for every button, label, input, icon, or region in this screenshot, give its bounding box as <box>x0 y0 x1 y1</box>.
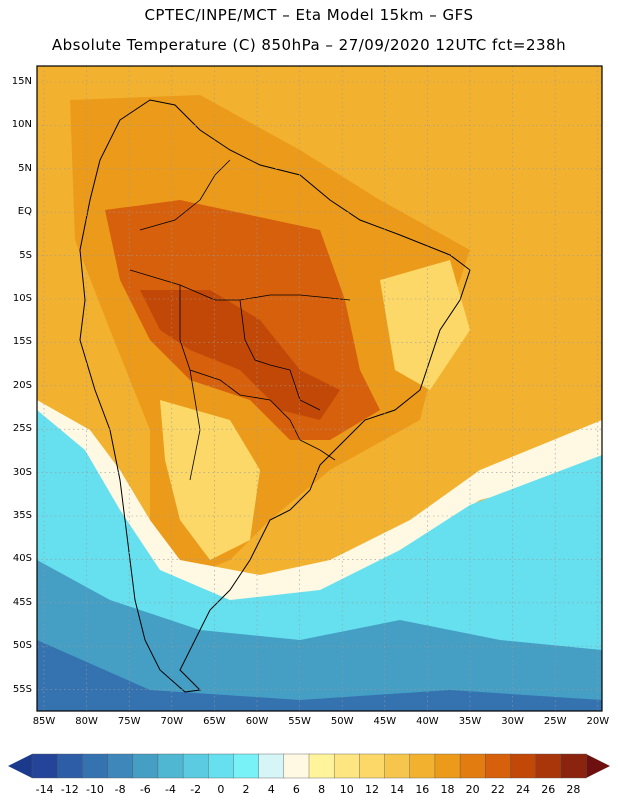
colorbar-label: 20 <box>465 783 480 796</box>
lon-label-50w: 50W <box>330 716 354 727</box>
coastline <box>79 99 471 693</box>
lat-label-10s: 10S <box>12 293 32 304</box>
colorbar-swatch <box>409 753 436 779</box>
lon-label-60w: 60W <box>245 716 269 727</box>
lat-label-35s: 35S <box>12 510 32 521</box>
field-pale-band <box>37 400 602 610</box>
colorbar-swatch <box>359 753 386 779</box>
field-colder-south <box>37 560 602 711</box>
field-cool-east <box>380 260 470 390</box>
colorbar-swatch <box>308 753 335 779</box>
colorbar-label: 0 <box>217 783 225 796</box>
lat-label-30s: 30S <box>12 466 32 478</box>
colorbar-label: 10 <box>339 783 354 796</box>
colorbar-label: -12 <box>60 783 79 796</box>
colorbar-swatch <box>535 753 562 779</box>
colorbar-swatch <box>82 753 109 779</box>
colorbar-swatch <box>485 753 512 779</box>
field-coldest-south <box>37 640 602 711</box>
colorbar-swatch <box>208 753 235 779</box>
lon-label-35w: 35W <box>458 716 482 727</box>
lon-label-20w: 20W <box>586 716 610 727</box>
colorbar-swatch <box>56 753 84 779</box>
colorbar-label: -10 <box>85 783 104 796</box>
colorbar <box>8 753 610 779</box>
lon-label-25w: 25W <box>543 716 567 727</box>
colorbar-low-arrow <box>8 754 32 778</box>
colorbar-swatch <box>31 753 58 779</box>
lat-label-20s: 20S <box>12 379 32 391</box>
colorbar-swatch <box>233 753 260 779</box>
colorbar-label: 18 <box>440 783 455 796</box>
country-borders <box>129 159 351 481</box>
colorbar-label: 22 <box>490 783 505 796</box>
lat-label-10n: 10N <box>11 119 32 131</box>
colorbar-swatch <box>283 753 310 779</box>
lon-label-85w: 85W <box>32 716 56 727</box>
colorbar-label: -6 <box>139 783 151 796</box>
temperature-field <box>37 66 602 711</box>
colorbar-swatch <box>434 753 461 779</box>
colorbar-swatch <box>182 753 209 779</box>
title-line-2: Absolute Temperature (C) 850hPa – 27/09/… <box>51 36 567 54</box>
colorbar-swatch <box>258 753 285 779</box>
lat-label-15s: 15S <box>12 336 32 348</box>
colorbar-high-arrow <box>586 754 610 778</box>
lon-label-40w: 40W <box>416 716 439 727</box>
colorbar-label: 26 <box>541 783 556 796</box>
lon-label-70w: 70W <box>160 716 184 727</box>
lat-label-15n: 15N <box>11 76 32 87</box>
colorbar-swatch <box>333 753 361 779</box>
lat-label-45s: 45S <box>12 596 32 608</box>
colorbar-label: 28 <box>566 783 581 796</box>
lat-label-55s: 55S <box>12 683 32 695</box>
colorbar-label: 2 <box>242 783 250 796</box>
colorbar-swatch <box>384 753 411 779</box>
lat-label-50s: 50S <box>12 640 32 652</box>
lon-label-80w: 80W <box>75 716 98 727</box>
colorbar-label: 12 <box>364 783 379 796</box>
field-cool-interior <box>160 400 260 560</box>
colorbar-label: 24 <box>516 783 531 796</box>
colorbar-swatch <box>510 753 537 779</box>
colorbar-swatch <box>107 753 134 779</box>
colorbar-label: 4 <box>267 783 275 796</box>
lat-label-5n: 5N <box>18 162 32 174</box>
field-hottest-core <box>140 290 340 420</box>
lon-label-75w: 75W <box>117 716 141 727</box>
colorbar-label: -8 <box>114 783 126 796</box>
lon-label-55w: 55W <box>288 716 311 727</box>
lon-label-65w: 65W <box>203 716 226 727</box>
lat-label-40s: 40S <box>12 553 32 565</box>
colorbar-label: 6 <box>292 783 300 796</box>
colorbar-label: 16 <box>415 783 430 796</box>
lat-label-25s: 25S <box>12 423 32 435</box>
colorbar-label: 8 <box>318 783 326 796</box>
map-frame <box>36 65 603 712</box>
lat-label-eq: EQ <box>17 206 32 218</box>
colorbar-label: -2 <box>190 783 202 796</box>
lat-label-5s: 5S <box>19 249 32 261</box>
colorbar-swatch <box>132 753 159 779</box>
colorbar-label: -14 <box>35 783 54 796</box>
colorbar-swatch <box>459 753 486 779</box>
colorbar-swatch <box>560 753 587 779</box>
colorbar-label: -4 <box>165 783 176 796</box>
colorbar-label: 14 <box>390 783 405 796</box>
lon-label-45w: 45W <box>373 716 397 727</box>
title-line-1: CPTEC/INPE/MCT – Eta Model 15km – GFS <box>144 6 474 24</box>
colorbar-swatch <box>157 753 184 779</box>
lon-label-30w: 30W <box>501 716 524 727</box>
